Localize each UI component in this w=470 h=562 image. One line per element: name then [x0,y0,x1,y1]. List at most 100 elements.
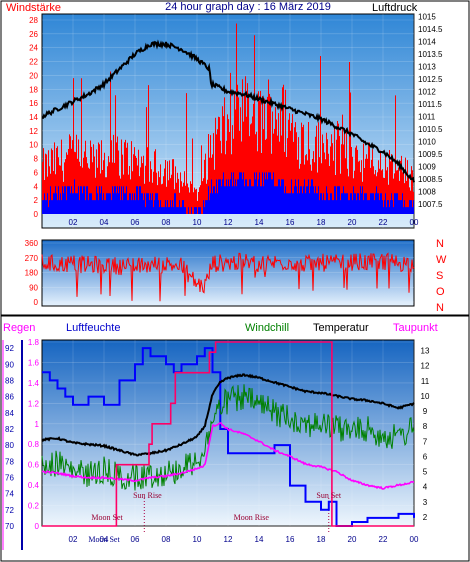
y-left-tick-label: 24 [29,44,38,53]
temperature-tick-label: 6 [423,452,428,461]
direction-tick-label: 360 [25,239,39,248]
pressure-label: Luftdruck [372,2,418,14]
y-left-tick-label: 16 [29,99,38,108]
x-tick-label: 04 [100,535,109,544]
x-tick-label: 22 [379,535,388,544]
temperature-tick-label: 3 [423,498,428,507]
temperature-tick-label: 10 [421,392,430,401]
humidity-tick-label: 86 [5,393,14,402]
wind-direction-line [41,252,415,302]
x-tick-label: 00 [410,218,419,227]
temperatur-label: Temperatur [313,322,369,334]
temperature-tick-label: 8 [423,422,428,431]
astro-annotation: Sun Set [316,491,341,500]
y-left-tick-label: 18 [29,85,38,94]
y-right-tick-label: 1011.5 [418,100,442,109]
temperature-tick-label: 11 [421,377,430,386]
x-tick-label: 20 [348,535,357,544]
regen-label: Regen [3,322,35,334]
direction-tick-label: 90 [29,283,38,292]
windchill-line [41,384,415,491]
compass-label: W [436,254,447,266]
windchill-label: Windchill [245,322,289,334]
humidity-tick-label: 76 [5,473,14,482]
x-tick-label: 02 [69,535,78,544]
regen-tick-label: 1.4 [28,379,40,388]
temperature-tick-label: 9 [423,407,428,416]
x-tick-label: 08 [162,218,171,227]
regen-tick-label: 1.2 [28,399,40,408]
x-tick-label: 10 [193,535,202,544]
regen-tick-label: 0.2 [28,502,40,511]
y-right-tick-label: 1013.5 [418,50,443,59]
x-tick-label: 12 [224,218,233,227]
humidity-tick-label: 80 [5,441,14,450]
temperature-line [41,373,415,457]
y-right-tick-label: 1010.5 [418,125,443,134]
astro-annotation: Moon Set [88,535,120,544]
y-left-tick-label: 22 [29,58,38,67]
y-right-tick-label: 1007.5 [418,200,443,209]
regen-line [42,341,414,527]
humidity-tick-label: 72 [5,506,14,515]
x-tick-label: 14 [255,535,264,544]
compass-label: O [436,286,445,298]
regen-tick-label: 1.6 [28,358,40,367]
humidity-tick-label: 70 [5,522,14,531]
astro-annotation: Moon Rise [234,513,270,522]
y-right-tick-label: 1008 [418,188,436,197]
x-tick-label: 06 [131,218,140,227]
x-tick-label: 10 [193,218,202,227]
x-tick-label: 18 [317,535,326,544]
y-left-tick-label: 20 [29,71,38,80]
wind-gust-bars [42,23,414,214]
y-right-tick-label: 1009 [418,163,436,172]
x-tick-label: 22 [379,218,388,227]
y-left-tick-label: 12 [29,127,38,136]
temperature-tick-label: 2 [423,513,428,522]
chart-title: 24 hour graph day : 16 März 2019 [165,1,331,13]
y-right-tick-label: 1013 [418,63,436,72]
y-left-tick-label: 6 [34,168,39,177]
y-right-tick-label: 1009.5 [418,150,443,159]
temperature-tick-label: 7 [423,437,428,446]
direction-tick-label: 180 [25,269,39,278]
x-tick-label: 16 [286,218,295,227]
humidity-tick-label: 74 [5,490,14,499]
temperature-tick-label: 13 [421,347,430,356]
frame-bottom [0,315,470,562]
regen-tick-label: 0.6 [28,461,40,470]
y-left-tick-label: 4 [34,182,39,191]
humidity-tick-label: 78 [5,457,14,466]
y-right-tick-label: 1014.5 [418,25,443,34]
pressure-line [41,39,415,183]
humidity-tick-label: 82 [5,425,14,434]
y-right-tick-label: 1010 [418,138,436,147]
x-tick-label: 02 [69,218,78,227]
astro-annotation: Moon Set [91,513,123,522]
x-tick-label: 14 [255,218,264,227]
regen-tick-label: 0.8 [28,440,40,449]
regen-tick-label: 1 [35,420,40,429]
direction-tick-label: 270 [25,254,39,263]
humidity-tick-label: 88 [5,376,14,385]
temperature-tick-label: 5 [423,468,428,477]
temperature-tick-label: 4 [423,483,428,492]
y-left-tick-label: 26 [29,30,38,39]
wind-strength-label: Windstärke [6,2,61,14]
compass-label: N [436,238,444,250]
y-right-tick-label: 1012 [418,88,436,97]
y-right-tick-label: 1012.5 [418,75,443,84]
x-tick-label: 16 [286,535,295,544]
y-left-tick-label: 2 [34,196,39,205]
x-tick-label: 08 [162,535,171,544]
luftfeuchte-label: Luftfeuchte [66,322,120,334]
y-left-tick-label: 28 [29,16,38,25]
regen-tick-label: 0.4 [28,481,40,490]
y-left-tick-label: 0 [34,210,39,219]
x-tick-label: 04 [100,218,109,227]
wind-average-bars [42,172,414,214]
panel-wind-direction [41,239,415,307]
x-tick-label: 18 [317,218,326,227]
